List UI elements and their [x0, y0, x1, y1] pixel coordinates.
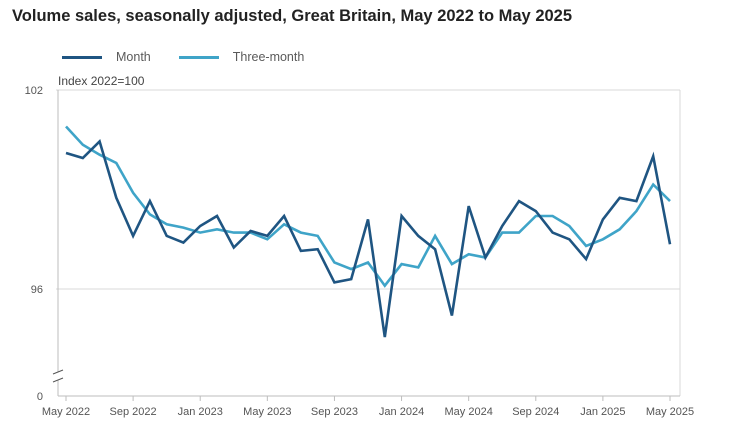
legend-item-three-month[interactable]: Three-month: [178, 50, 305, 64]
x-tick-label: Sep 2022: [110, 406, 157, 418]
series-line-month: [65, 138, 672, 338]
chart-title: Volume sales, seasonally adjusted, Great…: [12, 7, 573, 25]
x-tick-label: Sep 2023: [311, 406, 358, 418]
x-tick-label: May 2023: [243, 406, 291, 418]
y-axis-label: Index 2022=100: [58, 74, 145, 88]
legend-label-three-month: Three-month: [232, 50, 305, 64]
x-tick-label: Jan 2023: [178, 406, 223, 418]
gridlines: [56, 89, 681, 396]
axes: [52, 90, 680, 401]
legend-swatch-three-month: [178, 55, 219, 59]
tick-labels: 102 96 0 May 2022 Sep 2022 Jan 2023 May 2023 Se…: [25, 85, 695, 418]
x-tick-label: Sep 2024: [512, 406, 559, 418]
series-lines: [65, 125, 672, 338]
axis-break-mark: [52, 377, 64, 383]
x-tick-label: Jan 2025: [580, 406, 625, 418]
axis-break-mark: [52, 369, 64, 375]
y-tick-label: 96: [31, 284, 43, 296]
x-tick-label: May 2025: [646, 406, 694, 418]
legend-item-month[interactable]: Month: [62, 50, 151, 64]
x-tick-label: May 2022: [42, 406, 90, 418]
x-tick-label: Jan 2024: [379, 406, 424, 418]
x-tick-label: May 2024: [445, 406, 493, 418]
legend-swatch-month: [62, 55, 102, 59]
chart-legend: Month Three-month: [62, 48, 332, 66]
series-line-three-month: [65, 125, 671, 288]
y-tick-label: 0: [37, 391, 43, 403]
y-tick-label: 102: [25, 85, 43, 97]
legend-label-month: Month: [116, 50, 151, 64]
